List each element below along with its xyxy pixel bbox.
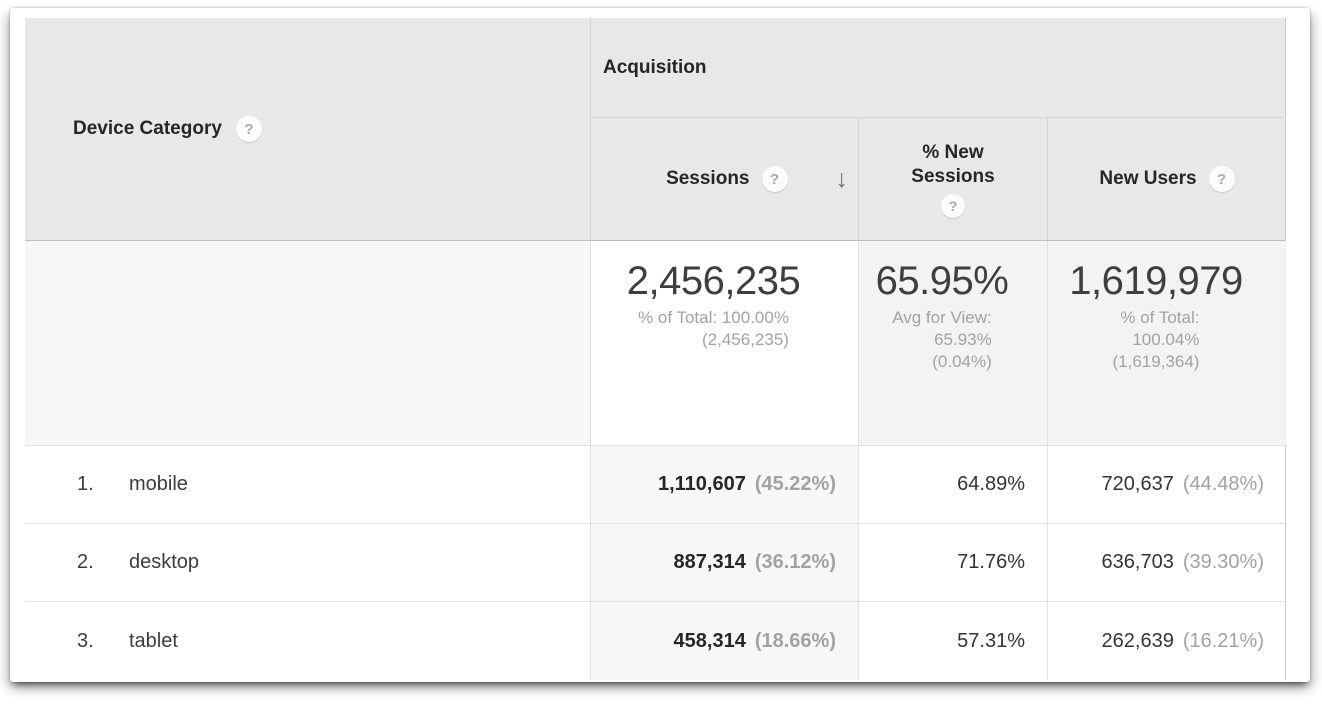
sessions-cell: 458,314 (18.66%) <box>590 602 858 680</box>
new-users-total-note: % of Total: 100.04% (1,619,364) <box>1112 308 1200 371</box>
sort-descending-icon: ↓ <box>835 164 849 193</box>
row-index: 2. <box>77 551 94 573</box>
percent-new-sessions-value: 64.89% <box>957 473 1025 495</box>
acquisition-group-label: Acquisition <box>603 56 707 78</box>
sessions-cell: 887,314 (36.12%) <box>590 524 858 601</box>
new-users-total-value: 1,619,979 <box>1069 259 1243 303</box>
sessions-value: 887,314 <box>673 551 746 573</box>
new-users-value: 720,637 <box>1101 473 1174 495</box>
device-label-mobile[interactable]: mobile <box>129 473 188 495</box>
sessions-cell: 1,110,607 (45.22%) <box>590 446 858 523</box>
sessions-percent: (18.66%) <box>754 629 836 652</box>
new-users-header-label: New Users <box>1099 168 1197 189</box>
new-users-percent: (44.48%) <box>1182 473 1264 495</box>
screenshot-card: Device Category ? Acquisition Sessions ?… <box>10 8 1310 682</box>
sessions-total-note: % of Total: 100.00% (2,456,235) <box>638 308 789 349</box>
column-header-sessions[interactable]: Sessions ? ↓ <box>590 118 858 240</box>
help-icon[interactable]: ? <box>941 193 965 218</box>
new-users-percent: (16.21%) <box>1182 629 1264 652</box>
new-users-value: 636,703 <box>1101 551 1174 573</box>
percent-new-sessions-cell: 71.76% <box>858 524 1047 601</box>
device-label-tablet[interactable]: tablet <box>129 629 178 652</box>
sessions-percent: (36.12%) <box>754 551 836 573</box>
row-index: 1. <box>77 473 94 495</box>
column-header-new-users[interactable]: New Users ? <box>1047 118 1286 240</box>
device-category-header-label: Device Category <box>73 118 222 139</box>
help-icon[interactable]: ? <box>761 166 788 192</box>
new-users-value: 262,639 <box>1101 629 1174 652</box>
totals-new-users-cell: 1,619,979 % of Total: 100.04% (1,619,364… <box>1047 241 1286 445</box>
percent-new-sessions-header-label: % New Sessions <box>911 141 995 187</box>
new-users-cell: 720,637 (44.48%) <box>1047 446 1286 523</box>
sessions-total-value: 2,456,235 <box>626 259 801 303</box>
totals-sessions-cell: 2,456,235 % of Total: 100.00% (2,456,235… <box>590 241 858 445</box>
percent-new-sessions-value: 57.31% <box>957 629 1025 652</box>
totals-dimension-cell <box>25 241 590 445</box>
group-header-acquisition: Acquisition <box>590 18 1286 118</box>
table-row-desktop: 2. desktop 887,314 (36.12%) 71.76% 636,7… <box>25 524 1285 602</box>
percent-new-sessions-value: 71.76% <box>957 551 1025 573</box>
totals-row: 2,456,235 % of Total: 100.00% (2,456,235… <box>25 241 1286 446</box>
percent-new-sessions-total-value: 65.95% <box>875 259 1009 303</box>
dimension-cell: 3. tablet <box>25 602 590 680</box>
help-icon[interactable]: ? <box>1208 166 1235 192</box>
percent-new-sessions-cell: 57.31% <box>858 602 1047 680</box>
row-index: 3. <box>77 629 94 652</box>
new-users-cell: 262,639 (16.21%) <box>1047 602 1286 680</box>
column-header-device-category[interactable]: Device Category ? <box>25 18 590 240</box>
totals-percent-new-sessions-cell: 65.95% Avg for View: 65.93% (0.04%) <box>858 241 1047 445</box>
percent-new-sessions-total-note: Avg for View: 65.93% (0.04%) <box>892 308 992 371</box>
column-header-percent-new-sessions[interactable]: % New Sessions ? <box>858 118 1047 240</box>
dimension-cell: 2. desktop <box>25 524 590 601</box>
table-row-mobile: 1. mobile 1,110,607 (45.22%) 64.89% 720,… <box>25 446 1285 524</box>
table-header: Device Category ? Acquisition Sessions ?… <box>25 18 1286 241</box>
table-row-tablet: 3. tablet 458,314 (18.66%) 57.31% 262,63… <box>25 602 1285 680</box>
sessions-percent: (45.22%) <box>754 473 836 495</box>
new-users-cell: 636,703 (39.30%) <box>1047 524 1286 601</box>
analytics-data-table: Device Category ? Acquisition Sessions ?… <box>25 18 1286 680</box>
help-icon[interactable]: ? <box>235 116 262 142</box>
percent-new-sessions-cell: 64.89% <box>858 446 1047 523</box>
device-label-desktop[interactable]: desktop <box>129 551 200 573</box>
dimension-cell: 1. mobile <box>25 446 590 523</box>
new-users-percent: (39.30%) <box>1182 551 1264 573</box>
sessions-header-label: Sessions <box>666 168 750 189</box>
sessions-value: 1,110,607 <box>657 473 746 495</box>
sessions-value: 458,314 <box>673 629 746 652</box>
